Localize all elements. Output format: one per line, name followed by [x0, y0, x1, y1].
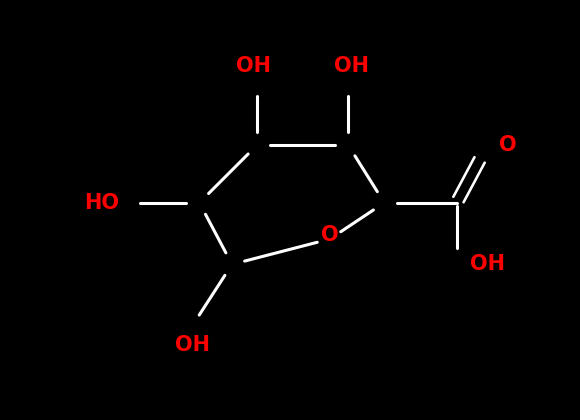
Text: O: O	[499, 135, 516, 155]
Text: OH: OH	[470, 255, 505, 274]
Text: HO: HO	[85, 193, 119, 213]
Text: OH: OH	[175, 335, 209, 355]
Text: OH: OH	[236, 56, 271, 76]
Text: O: O	[321, 226, 339, 245]
Text: OH: OH	[334, 56, 369, 76]
